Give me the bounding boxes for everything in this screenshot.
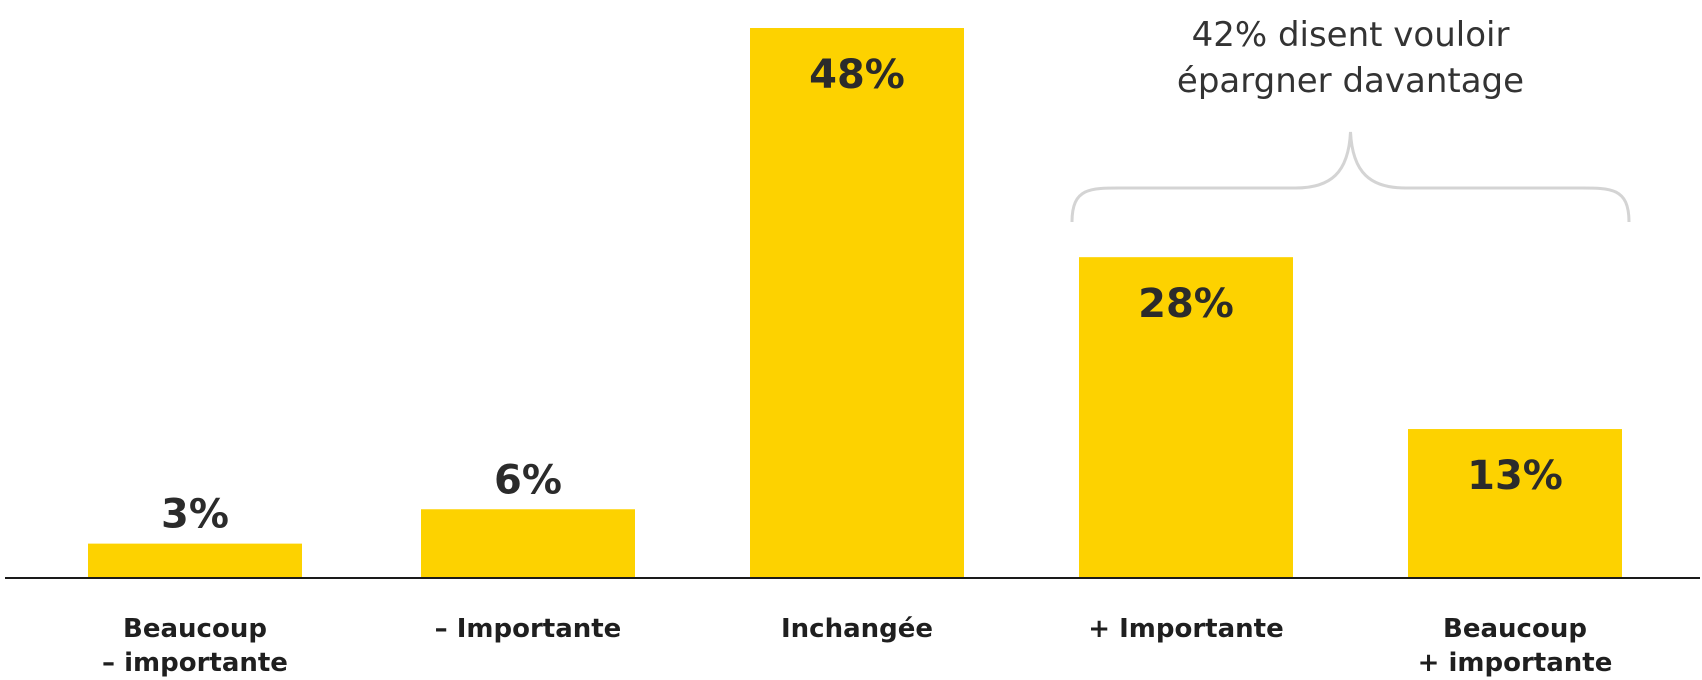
bar-0 — [88, 543, 302, 578]
value-label-3: 28% — [1138, 281, 1234, 327]
bar-1 — [421, 509, 635, 578]
category-labels-group: Beaucoup – importante – Importante Inchangé… — [102, 614, 1612, 678]
bar-4 — [1408, 429, 1622, 578]
bars-group — [88, 28, 1622, 578]
annotation-line-0: 42% disent vouloir — [1192, 15, 1510, 55]
category-label-2: Inchangée — [781, 614, 933, 644]
category-label-0-line-0: Beaucoup — [123, 614, 267, 644]
value-label-4: 13% — [1467, 453, 1563, 499]
category-label-0-line-1: – importante — [102, 648, 288, 678]
value-label-1: 6% — [494, 457, 562, 503]
value-label-2: 48% — [809, 52, 905, 98]
bar-3 — [1079, 257, 1293, 578]
category-label-4-line-0: Beaucoup — [1443, 614, 1587, 644]
category-label-3: + Importante — [1088, 614, 1283, 644]
bar-2 — [750, 28, 964, 578]
value-labels-group: 3% 6% 48% 28% 13% — [161, 52, 1563, 538]
category-label-1: – Importante — [435, 614, 622, 644]
annotation-group: 42% disent vouloir épargner davantage — [1177, 15, 1524, 101]
annotation-brace — [1070, 131, 1631, 223]
annotation-line-1: épargner davantage — [1177, 61, 1524, 101]
value-label-0: 3% — [161, 492, 229, 538]
category-label-4-line-1: + importante — [1418, 648, 1613, 678]
